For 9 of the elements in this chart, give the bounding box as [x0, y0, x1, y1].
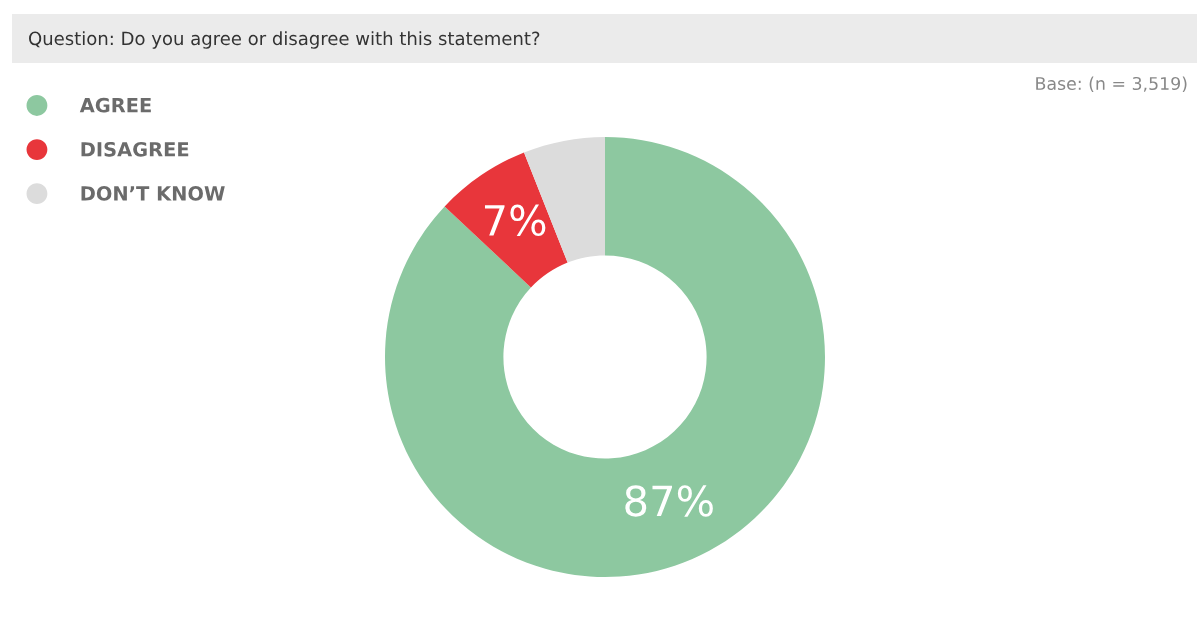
- data-label: 87%: [625, 485, 713, 517]
- legend-label: AGREE: [79, 97, 151, 113]
- legend-label: DON’T KNOW: [81, 186, 225, 201]
- text: Base: (n = 3,519): [1036, 76, 1187, 93]
- donut-slice: [385, 137, 825, 577]
- donut-slice: [444, 152, 568, 288]
- legend-label: DISAGREE: [81, 141, 189, 157]
- data-label: 7%: [484, 204, 546, 237]
- chart-title: Question: Do you agree or disagree with this statement?: [29, 31, 540, 49]
